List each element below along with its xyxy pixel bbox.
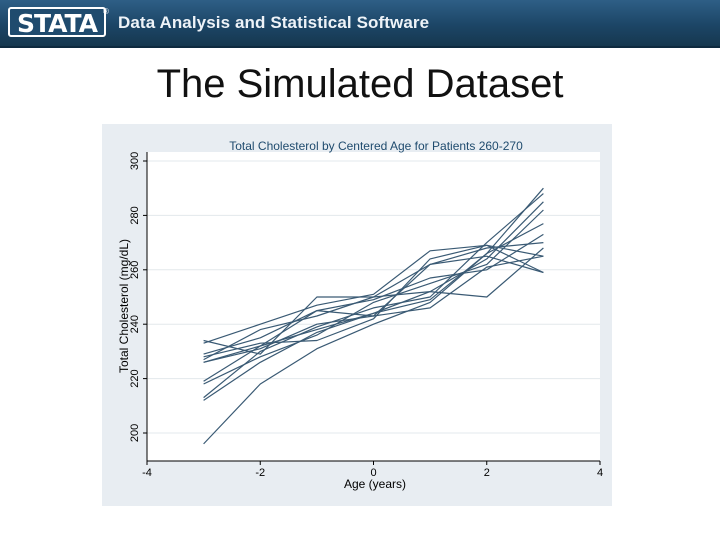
series-group bbox=[203, 187, 544, 445]
y-tick-label: 260 bbox=[129, 261, 141, 279]
y-axis-label: Total Cholesterol (mg/dL) bbox=[117, 239, 131, 373]
registered-mark: ® bbox=[103, 7, 109, 16]
y-tick-label: 240 bbox=[129, 315, 141, 333]
y-tick-label: 220 bbox=[129, 369, 141, 387]
y-tick-label: 200 bbox=[129, 424, 141, 442]
line-chart: -4 -2 0 2 4 200 220 240 260 280 300 Total Cholest… bbox=[117, 139, 603, 491]
series-line-3 bbox=[203, 193, 544, 399]
stata-logo: STATA bbox=[8, 7, 106, 38]
slide-title: The Simulated Dataset bbox=[156, 62, 564, 106]
plot-area bbox=[147, 152, 600, 461]
chart-panel: -4 -2 0 2 4 200 220 240 260 280 300 Total Cholest… bbox=[102, 124, 612, 506]
x-tick-label: -2 bbox=[255, 467, 265, 479]
x-axis-label: Age (years) bbox=[344, 477, 406, 491]
x-tick-label: 0 bbox=[370, 467, 376, 479]
series-line-4 bbox=[203, 209, 544, 385]
series-line-6 bbox=[203, 233, 544, 363]
y-tick-label: 280 bbox=[129, 206, 141, 224]
x-tick-label: 4 bbox=[597, 467, 603, 479]
y-tick-label: 300 bbox=[129, 152, 141, 170]
header-tagline: Data Analysis and Statistical Software bbox=[118, 13, 430, 32]
y-ticks: 200 220 240 260 280 300 bbox=[129, 152, 147, 442]
x-tick-label: 2 bbox=[484, 467, 490, 479]
series-line-11 bbox=[203, 244, 544, 344]
header-banner: STATA ® Data Analysis and Statistical So… bbox=[0, 0, 720, 48]
x-ticks: -4 -2 0 2 4 bbox=[142, 461, 603, 479]
series-line-12 bbox=[203, 255, 544, 355]
chart-title: Total Cholesterol by Centered Age for Pa… bbox=[229, 139, 523, 153]
x-tick-label: -4 bbox=[142, 467, 152, 479]
series-line-9 bbox=[203, 247, 544, 355]
